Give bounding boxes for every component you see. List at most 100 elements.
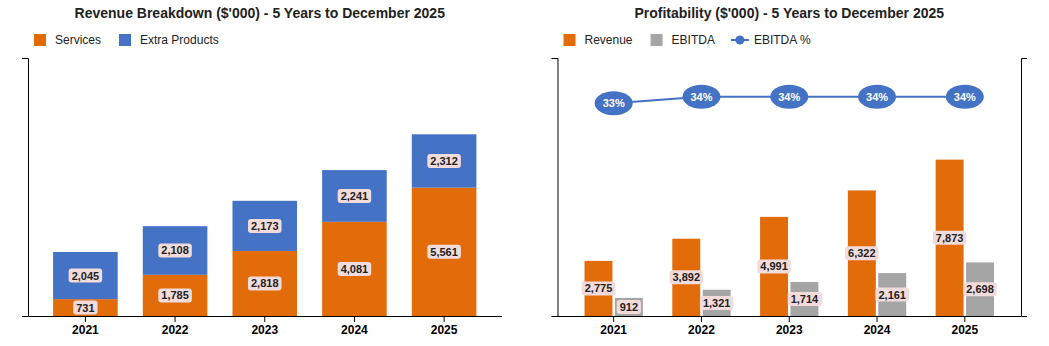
legend-symbol — [735, 36, 744, 45]
data-label-bg — [158, 243, 192, 257]
bar — [760, 217, 788, 316]
data-label: 731 — [76, 302, 94, 314]
data-label-bg — [338, 262, 372, 276]
data-label-group: 7,873 — [933, 231, 967, 245]
bar — [848, 190, 876, 316]
tick-label: 2023 — [776, 323, 803, 337]
data-label-bg — [73, 301, 97, 315]
tick-label: 2024 — [864, 323, 891, 337]
bar — [966, 262, 994, 316]
data-label: 2,161 — [878, 289, 906, 301]
tick: 2024 — [341, 316, 368, 337]
tick-label: 2022 — [688, 323, 715, 337]
plot-area: 731 1,785 2,818 4,081 5,561 2,045 2,108 2,173 2,… — [22, 59, 502, 337]
data-label-group: 2,173 — [248, 219, 282, 233]
bar — [53, 299, 118, 316]
legend-label: Services — [55, 33, 101, 47]
tick-label: 2021 — [600, 323, 627, 337]
data-label-bg — [617, 300, 641, 314]
marker — [946, 85, 984, 109]
data-label: 2,775 — [585, 282, 613, 294]
tick-label: 2023 — [251, 323, 278, 337]
tick-mark — [789, 316, 790, 322]
tick: 2025 — [951, 316, 978, 337]
marks — [53, 134, 476, 316]
data-label-bg — [158, 288, 192, 302]
bar — [790, 282, 818, 316]
y-axis — [552, 59, 559, 317]
data-label: 2,241 — [341, 190, 369, 202]
data-label: 7,873 — [936, 232, 964, 244]
tick-mark — [175, 316, 176, 322]
x-axis: 2021 2022 2023 2024 2025 — [29, 316, 503, 337]
tick-label: 2024 — [341, 323, 368, 337]
data-label: 2,312 — [430, 155, 458, 167]
data-labels: 731 1,785 2,818 4,081 5,561 2,045 2,108 2,173 2,… — [69, 154, 461, 315]
data-label: 4,991 — [760, 260, 788, 272]
tick: 2024 — [864, 316, 891, 337]
data-label-bg — [963, 282, 997, 296]
bar — [143, 275, 208, 316]
data-label-group: 731 — [73, 301, 97, 315]
legend-item: Services — [34, 33, 101, 47]
tick: 2022 — [162, 316, 189, 337]
tick-mark — [85, 316, 86, 322]
bar — [936, 160, 964, 316]
data-label-group: 2,241 — [338, 189, 372, 203]
legend-label: EBITDA — [672, 33, 715, 47]
data-label: 6,322 — [848, 247, 876, 259]
chart-title: Profitability ($'000) - 5 Years to Decem… — [634, 5, 944, 21]
data-label-bg — [845, 246, 879, 260]
bar — [878, 273, 906, 316]
y2-axis — [1022, 59, 1028, 317]
data-label-group: 1,321 — [700, 296, 734, 310]
data-label-group: 2,108 — [158, 243, 192, 257]
data-label-bg — [757, 259, 791, 273]
legend-item: Revenue — [564, 33, 633, 47]
data-label-bg — [582, 281, 616, 295]
data-label-bg — [248, 276, 282, 290]
bar — [53, 252, 118, 299]
plot-area: 2,775 3,892 4,991 6,322 7,873 912 1,321 1,714 2,… — [552, 59, 1028, 337]
data-label: 4,081 — [341, 263, 369, 275]
data-label: 2,173 — [251, 220, 279, 232]
data-label-group: 2,775 — [582, 281, 616, 295]
chart-canvas: Revenue Breakdown ($'000) - 5 Years to D… — [0, 0, 1049, 346]
y-axis — [22, 59, 29, 317]
bar — [322, 222, 387, 316]
data-label-bg — [700, 296, 734, 310]
data-label-group: 34% — [866, 91, 888, 103]
tick-label: 2022 — [162, 323, 189, 337]
data-label-bg — [875, 288, 909, 302]
data-label-group: 2,045 — [69, 269, 103, 283]
bar — [703, 290, 731, 316]
data-label-bg — [933, 231, 967, 245]
data-label-group: 4,081 — [338, 262, 372, 276]
tick: 2023 — [251, 316, 278, 337]
legend-symbol — [119, 34, 131, 46]
marks — [585, 85, 994, 316]
data-label-bg — [427, 245, 461, 259]
tick-mark — [444, 316, 445, 322]
data-label-group: 1,714 — [788, 292, 822, 306]
tick: 2021 — [72, 316, 99, 337]
legend-item: Extra Products — [119, 33, 219, 47]
bar — [322, 170, 387, 222]
data-label: 3,892 — [673, 271, 701, 283]
data-label: 33% — [603, 97, 625, 109]
tick: 2025 — [431, 316, 458, 337]
bar — [412, 188, 477, 316]
data-label: 34% — [778, 91, 800, 103]
legend-symbol — [564, 34, 576, 46]
tick-mark — [354, 316, 355, 322]
data-label: 5,561 — [430, 246, 458, 258]
tick: 2022 — [688, 316, 715, 337]
data-label: 912 — [620, 301, 638, 313]
marker — [595, 91, 633, 115]
data-label-group: 1,785 — [158, 288, 192, 302]
legend-symbol — [651, 34, 663, 46]
data-label: 2,818 — [251, 277, 279, 289]
tick-label: 2025 — [431, 323, 458, 337]
legend: RevenueEBITDAEBITDA % — [564, 33, 811, 47]
data-label-group: 2,161 — [875, 288, 909, 302]
